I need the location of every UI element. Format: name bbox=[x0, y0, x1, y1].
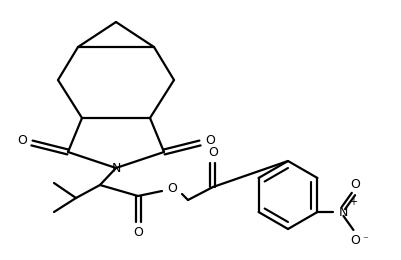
Text: O: O bbox=[133, 225, 143, 238]
Text: O: O bbox=[205, 133, 215, 146]
Text: O: O bbox=[350, 233, 359, 246]
Text: ⁻: ⁻ bbox=[362, 235, 367, 245]
Text: +: + bbox=[348, 197, 356, 207]
Text: O: O bbox=[167, 181, 176, 194]
Text: O: O bbox=[208, 146, 217, 159]
Text: N: N bbox=[338, 205, 347, 218]
Text: N: N bbox=[111, 161, 120, 174]
Text: O: O bbox=[350, 178, 359, 191]
Text: O: O bbox=[17, 133, 27, 146]
